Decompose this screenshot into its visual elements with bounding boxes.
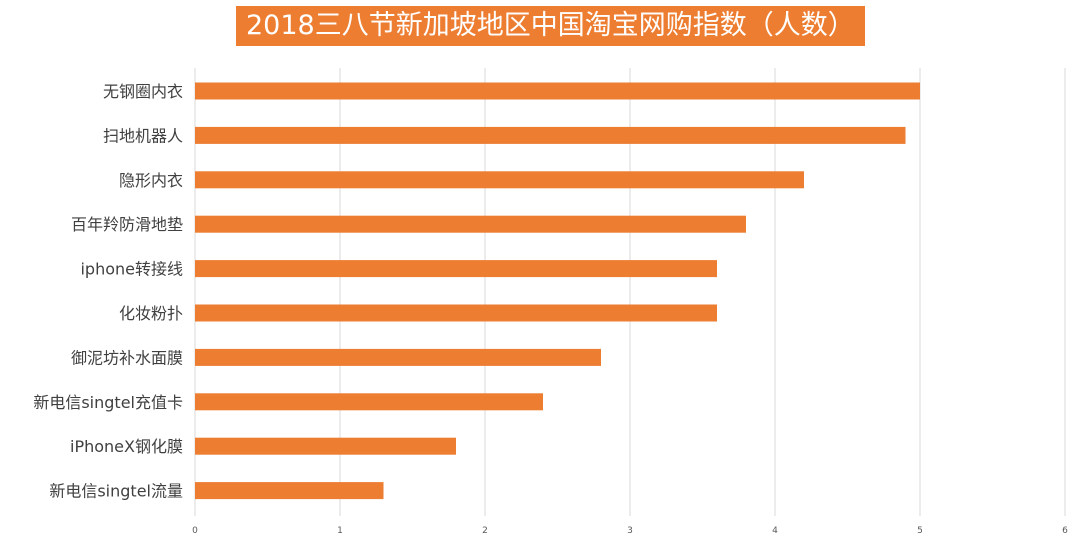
category-label: 扫地机器人 <box>103 126 183 145</box>
category-label: 无钢圈内衣 <box>103 82 183 101</box>
x-tick-labels: 0 1 2 3 4 5 6 <box>192 526 1068 536</box>
category-label: 新电信singtel充值卡 <box>33 393 183 412</box>
x-tick-label: 4 <box>772 526 778 536</box>
bar <box>195 393 543 411</box>
category-label: 御泥坊补水面膜 <box>71 348 183 367</box>
bar <box>195 304 717 322</box>
bar <box>195 348 601 366</box>
chart-title: 2018三八节新加坡地区中国淘宝网购指数（人数） <box>236 6 865 46</box>
x-tick-label: 2 <box>482 526 488 536</box>
category-label: 百年羚防滑地垫 <box>71 215 183 234</box>
x-tick-label: 0 <box>192 526 198 536</box>
x-tick-label: 6 <box>1062 526 1068 536</box>
x-tick-label: 3 <box>627 526 633 536</box>
x-tick-label: 1 <box>337 526 343 536</box>
category-label: iPhoneX钢化膜 <box>70 437 183 456</box>
bar <box>195 82 920 100</box>
bar <box>195 260 717 278</box>
bar <box>195 215 746 233</box>
bars <box>195 82 920 500</box>
bar <box>195 126 906 144</box>
bar <box>195 482 384 500</box>
category-label: iphone转接线 <box>80 260 183 279</box>
category-label: 新电信singtel流量 <box>49 482 183 501</box>
x-tick-label: 5 <box>917 526 923 536</box>
category-label: 化妆粉扑 <box>119 304 183 323</box>
bar <box>195 171 804 189</box>
bar <box>195 437 456 455</box>
category-label: 隐形内衣 <box>119 171 183 190</box>
